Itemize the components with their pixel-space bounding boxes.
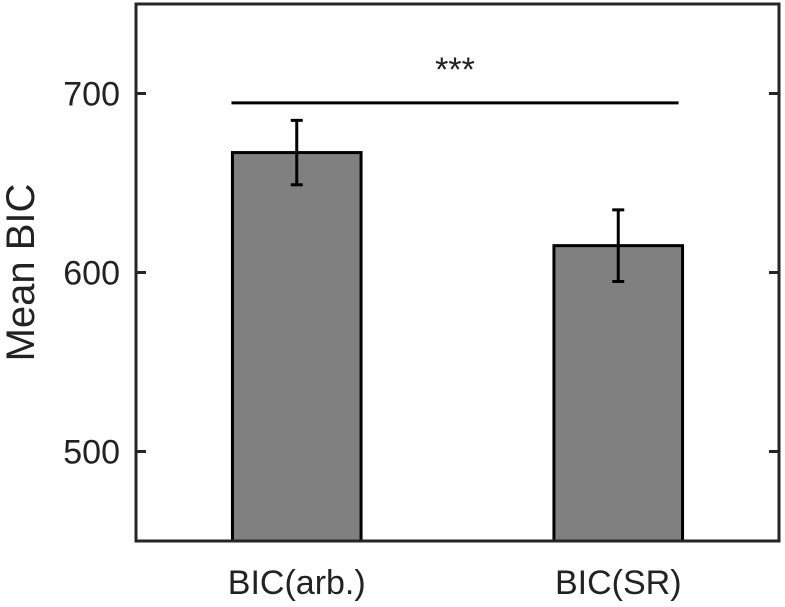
- bar-0: [230, 151, 363, 543]
- x-tick-label-0: BIC(arb.): [228, 564, 366, 602]
- significance-layer: ***: [231, 51, 679, 105]
- x-tick-label-1: BIC(SR): [555, 564, 682, 602]
- bars-layer: [230, 151, 685, 543]
- bar-1: [552, 244, 685, 543]
- y-axis-label: Mean BIC: [0, 184, 43, 362]
- y-tick-label-1: 600: [63, 255, 120, 293]
- y-tick-label-2: 700: [63, 76, 120, 114]
- y-tick-label-0: 500: [63, 434, 120, 472]
- x-categories-layer: BIC(arb.) BIC(SR): [228, 564, 682, 602]
- error-bar-1: [612, 208, 625, 283]
- error-bars-layer: [290, 118, 625, 283]
- significance-marker: ***: [435, 51, 475, 89]
- error-bar-0: [290, 118, 303, 187]
- y-ticks-layer: 500 600 700: [63, 76, 779, 472]
